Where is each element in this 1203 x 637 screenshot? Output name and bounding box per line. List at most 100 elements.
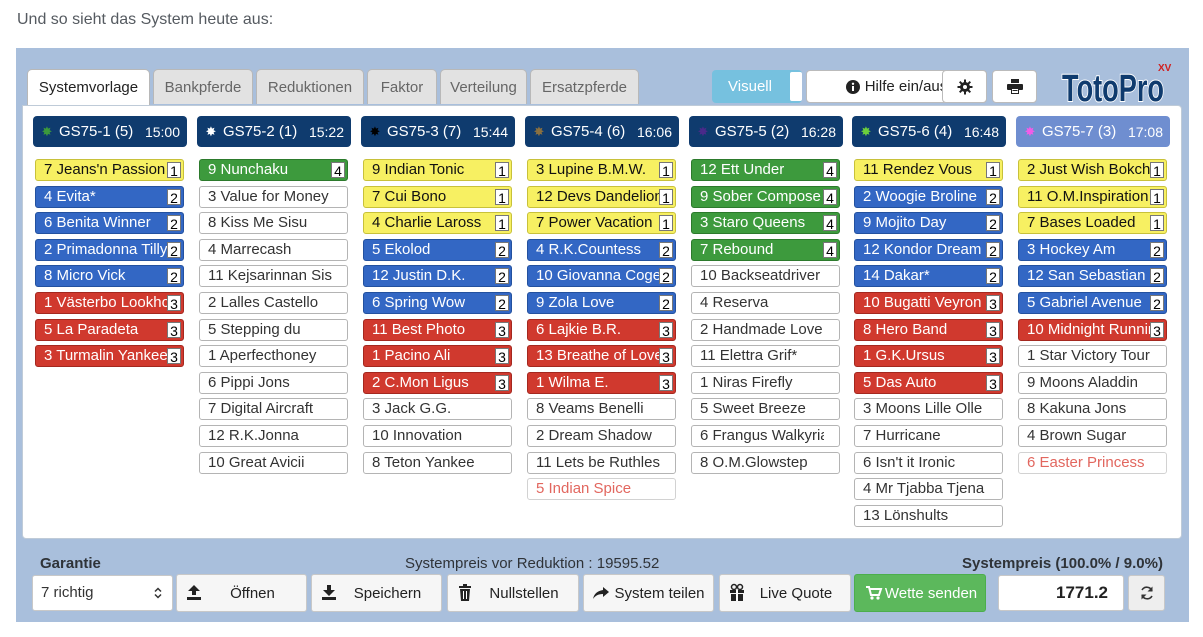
horse-item[interactable]: 11 Kejsarinnan Sisu [199, 265, 348, 288]
horse-item[interactable]: 5 Gabriel Avenue 2 [1018, 291, 1167, 314]
horse-item[interactable]: 9 Sober Compose 4 [691, 185, 840, 208]
horse-item[interactable]: 14 Dakar* 2 [854, 265, 1003, 288]
tab-bankpferde[interactable]: Bankpferde [153, 69, 253, 104]
system-teilen-button[interactable]: System teilen [583, 574, 714, 612]
bank-number[interactable]: 1 [659, 215, 673, 232]
bank-number[interactable]: 2 [659, 241, 673, 259]
horse-item[interactable]: 3 Hockey Am 2 [1018, 238, 1167, 261]
horse-item[interactable]: 4 Charlie Laross 1 [363, 212, 512, 235]
bank-number[interactable]: 2 [1150, 294, 1164, 312]
tab-ersatzpferde[interactable]: Ersatzpferde [530, 69, 639, 104]
horse-item[interactable]: 8 Micro Vick 2 [35, 265, 184, 288]
horse-item[interactable]: 9 Mojito Day 2 [854, 212, 1003, 235]
bank-number[interactable]: 1 [1150, 188, 1164, 206]
tab-faktor[interactable]: Faktor [367, 69, 437, 104]
horse-item[interactable]: 2 Dream Shadow [527, 424, 676, 447]
horse-item[interactable]: 5 Das Auto 3 [854, 371, 1003, 394]
horse-item[interactable]: 6 Lajkie B.R. 3 [527, 318, 676, 341]
horse-item[interactable]: 2 C.Mon Ligus 3 [363, 371, 512, 394]
bank-number[interactable]: 1 [495, 162, 509, 179]
horse-item[interactable]: 10 Bugatti Veyron 3 [854, 291, 1003, 314]
nullstellen-button[interactable]: Nullstellen [447, 574, 579, 612]
bank-number[interactable]: 3 [986, 294, 1000, 312]
horse-item[interactable]: 1 G.K.Ursus 3 [854, 345, 1003, 368]
bank-number[interactable]: 2 [495, 241, 509, 259]
horse-item[interactable]: 1 Niras Firefly [691, 371, 840, 394]
bank-number[interactable]: 3 [167, 348, 181, 365]
horse-item[interactable]: 6 Pippi Jons [199, 371, 348, 394]
horse-item[interactable]: 7 Bases Loaded 1 [1018, 212, 1167, 235]
horse-item[interactable]: 6 Spring Wow 2 [363, 291, 512, 314]
bank-number[interactable]: 3 [495, 321, 509, 339]
horse-item[interactable]: 1 Star Victory Tour [1018, 345, 1167, 368]
horse-item[interactable]: 11 Elettra Grif* [691, 345, 840, 368]
bank-number[interactable]: 3 [986, 348, 1000, 365]
horse-item[interactable]: 5 Sweet Breeze [691, 398, 840, 421]
horse-item[interactable]: 2 Just Wish Bokche 1 [1018, 159, 1167, 181]
horse-item[interactable]: 4 Reserva [691, 291, 840, 314]
horse-item[interactable]: 12 Ett Under 4 [691, 159, 840, 181]
horse-item[interactable]: 5 Indian Spice [527, 478, 676, 501]
horse-item[interactable]: 5 Stepping du [199, 318, 348, 341]
wette-senden-button[interactable]: Wette senden [854, 574, 986, 612]
horse-item[interactable]: 10 Great Avicii [199, 451, 348, 474]
bank-number[interactable]: 1 [1150, 215, 1164, 232]
horse-item[interactable]: 5 La Paradeta 3 [35, 318, 184, 341]
bank-number[interactable]: 1 [1150, 162, 1164, 179]
horse-item[interactable]: 7 Digital Aircraft [199, 398, 348, 421]
horse-item[interactable]: 6 Easter Princess [1018, 451, 1167, 474]
horse-item[interactable]: 7 Jeans'n Passion 1 [35, 159, 184, 181]
live-quote-button[interactable]: Live Quote [719, 574, 851, 612]
bank-number[interactable]: 2 [167, 268, 181, 285]
horse-item[interactable]: 13 Lönshults [854, 504, 1003, 527]
horse-item[interactable]: 1 Aperfecthoney [199, 345, 348, 368]
horse-item[interactable]: 3 Value for Money [199, 185, 348, 208]
horse-item[interactable]: 8 Kiss Me Sisu [199, 212, 348, 235]
bank-number[interactable]: 4 [823, 241, 837, 259]
horse-item[interactable]: 6 Frangus Walkyria [691, 424, 840, 447]
bank-number[interactable]: 4 [823, 188, 837, 206]
race-header[interactable]: ✸ GS75-7 (3) 17:08 [1016, 116, 1170, 147]
bank-number[interactable]: 2 [1150, 241, 1164, 259]
horse-item[interactable]: 2 Lalles Castello [199, 291, 348, 314]
horse-item[interactable]: 9 Indian Tonic 1 [363, 159, 512, 181]
bank-number[interactable]: 3 [986, 374, 1000, 392]
horse-item[interactable]: 8 Kakuna Jons [1018, 398, 1167, 421]
settings-button[interactable] [942, 70, 987, 103]
horse-item[interactable]: 10 Innovation [363, 424, 512, 447]
bank-number[interactable]: 2 [986, 188, 1000, 206]
horse-item[interactable]: 4 Evita* 2 [35, 185, 184, 208]
horse-item[interactable]: 12 R.K.Jonna [199, 424, 348, 447]
horse-item[interactable]: 8 Teton Yankee [363, 451, 512, 474]
horse-item[interactable]: 8 Veams Benelli [527, 398, 676, 421]
bank-number[interactable]: 4 [823, 162, 837, 179]
visuell-toggle[interactable]: Visuell [712, 70, 802, 103]
horse-item[interactable]: 9 Moons Aladdin [1018, 371, 1167, 394]
speichern-button[interactable]: Speichern [311, 574, 442, 612]
horse-item[interactable]: 11 Lets be Ruthless [527, 451, 676, 474]
bank-number[interactable]: 3 [659, 374, 673, 392]
bank-number[interactable]: 2 [986, 268, 1000, 285]
horse-item[interactable]: 4 Marrecash [199, 238, 348, 261]
bank-number[interactable]: 3 [659, 321, 673, 339]
race-header[interactable]: ✸ GS75-6 (4) 16:48 [852, 116, 1006, 147]
bank-number[interactable]: 3 [167, 321, 181, 339]
race-header[interactable]: ✸ GS75-5 (2) 16:28 [689, 116, 843, 147]
bank-number[interactable]: 2 [1150, 268, 1164, 285]
bank-number[interactable]: 2 [659, 294, 673, 312]
race-header[interactable]: ✸ GS75-1 (5) 15:00 [33, 116, 187, 147]
horse-item[interactable]: 1 Pacino Ali 3 [363, 345, 512, 368]
bank-number[interactable]: 2 [167, 241, 181, 259]
horse-item[interactable]: 7 Power Vacation 1 [527, 212, 676, 235]
garantie-select[interactable]: 7 richtig [32, 575, 173, 611]
bank-number[interactable]: 2 [659, 268, 673, 285]
tab-reduktionen[interactable]: Reduktionen [256, 69, 364, 104]
bank-number[interactable]: 2 [495, 268, 509, 285]
bank-number[interactable]: 3 [167, 294, 181, 312]
bank-number[interactable]: 2 [495, 294, 509, 312]
horse-item[interactable]: 10 Midnight Running 3 [1018, 318, 1167, 341]
tab-verteilung[interactable]: Verteilung [440, 69, 527, 104]
horse-item[interactable]: 3 Lupine B.M.W. 1 [527, 159, 676, 181]
horse-item[interactable]: 2 Primadonna Tilly 2 [35, 238, 184, 261]
bank-number[interactable]: 1 [986, 162, 1000, 179]
